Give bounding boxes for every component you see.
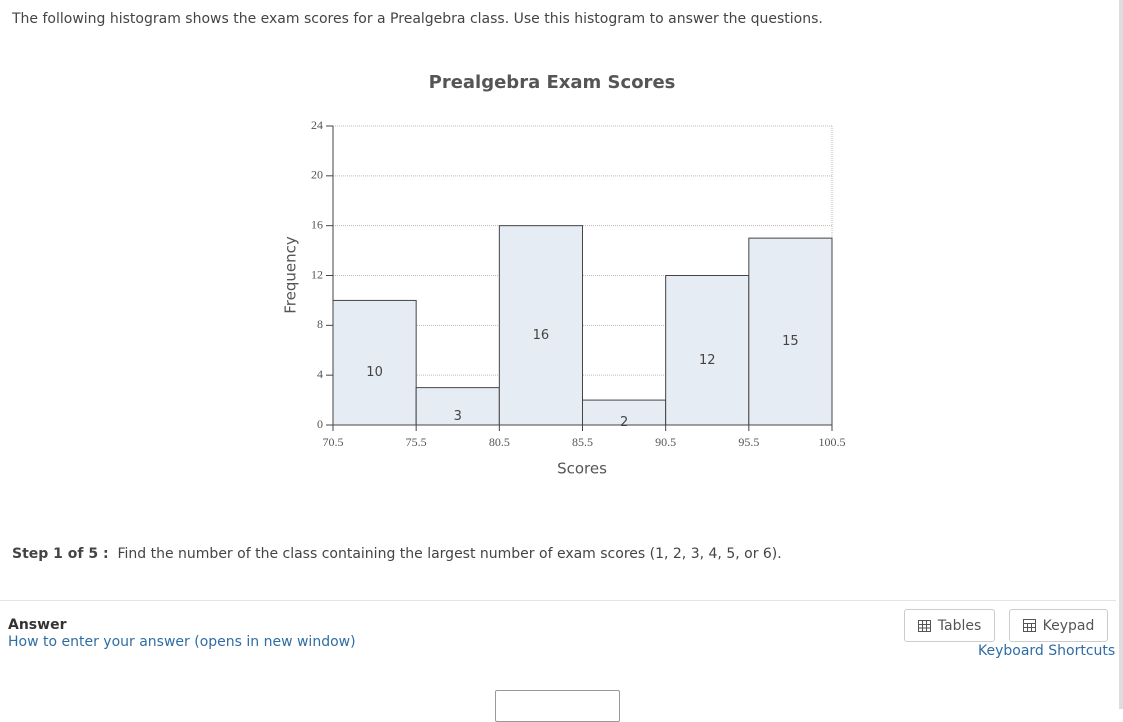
chart: Prealgebra Exam Scores Scores Frequency …: [282, 72, 846, 478]
x-tick-label: 90.5: [655, 435, 676, 449]
chart-title: Prealgebra Exam Scores: [429, 72, 676, 93]
bar: [748, 237, 833, 426]
data-label: 3: [454, 409, 462, 424]
scrollbar: [1119, 0, 1123, 709]
help-link[interactable]: How to enter your answer (opens in new w…: [8, 634, 356, 650]
y-tick-label: 8: [317, 317, 323, 331]
step: Step 1 of 5 : Find the number of the cla…: [12, 546, 782, 562]
step-label: Step 1 of 5 :: [12, 546, 109, 562]
x-tick-label: 85.5: [572, 435, 593, 449]
answer-label: Answer: [8, 617, 67, 633]
tables-button[interactable]: Tables: [904, 609, 995, 642]
x-tick-label: 95.5: [738, 435, 759, 449]
answer-input[interactable]: [495, 690, 620, 722]
bar: [332, 299, 417, 426]
x-tick-label: 70.5: [323, 435, 344, 449]
x-tick-label: 75.5: [406, 435, 427, 449]
bar: [498, 225, 584, 426]
step-text: Find the number of the class containing …: [117, 546, 782, 562]
x-tick-label: 100.5: [819, 435, 846, 449]
data-label: 12: [699, 353, 716, 368]
keypad-label: Keypad: [1042, 617, 1095, 634]
intro: The following histogram shows the exam s…: [12, 11, 823, 27]
y-axis-label: Frequency: [282, 236, 300, 314]
keypad-icon: [1022, 619, 1036, 632]
shortcuts-link[interactable]: Keyboard Shortcuts: [978, 643, 1116, 659]
data-label: 15: [782, 334, 799, 349]
y-tick-label: 4: [317, 367, 323, 381]
data-label: 16: [533, 328, 550, 343]
bar: [665, 275, 750, 426]
keypad-button[interactable]: Keypad: [1009, 609, 1108, 642]
tables-label: Tables: [937, 617, 982, 634]
y-tick-label: 16: [311, 217, 323, 231]
y-tick-label: 12: [311, 267, 323, 281]
y-tick-label: 24: [311, 118, 323, 132]
y-tick-label: 20: [311, 168, 323, 182]
divider: [0, 600, 1116, 601]
x-axis-label: Scores: [557, 460, 607, 478]
data-label: 2: [620, 415, 628, 430]
data-label: 10: [366, 365, 383, 380]
x-tick-label: 80.5: [489, 435, 510, 449]
tables-icon: [917, 619, 931, 632]
y-tick-label: 0: [317, 417, 323, 431]
